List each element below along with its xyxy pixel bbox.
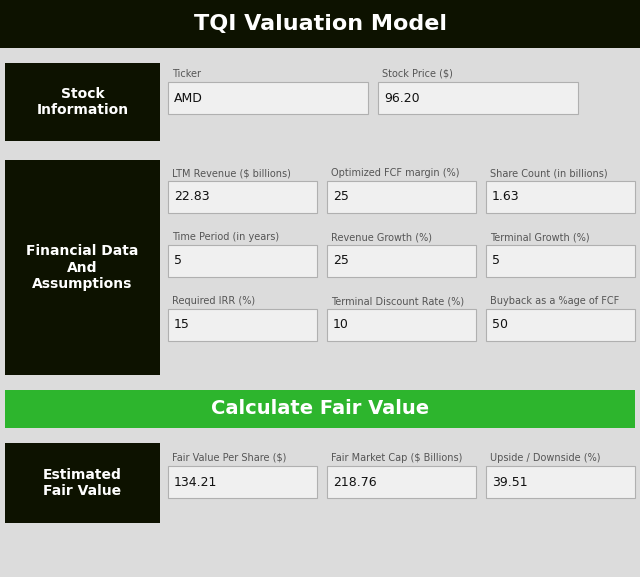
Text: 134.21: 134.21 [174, 475, 218, 489]
Text: 25: 25 [333, 254, 349, 268]
Text: Upside / Downside (%): Upside / Downside (%) [490, 453, 600, 463]
FancyBboxPatch shape [168, 466, 317, 498]
Text: Revenue Growth (%): Revenue Growth (%) [331, 232, 432, 242]
FancyBboxPatch shape [327, 181, 476, 213]
FancyBboxPatch shape [486, 181, 635, 213]
FancyBboxPatch shape [486, 466, 635, 498]
Text: 15: 15 [174, 319, 190, 332]
FancyBboxPatch shape [168, 309, 317, 341]
Text: Optimized FCF margin (%): Optimized FCF margin (%) [331, 168, 460, 178]
FancyBboxPatch shape [486, 245, 635, 277]
Text: 10: 10 [333, 319, 349, 332]
Text: Buyback as a %age of FCF: Buyback as a %age of FCF [490, 296, 620, 306]
Text: Financial Data
And
Assumptions: Financial Data And Assumptions [26, 244, 139, 291]
Text: Calculate Fair Value: Calculate Fair Value [211, 399, 429, 418]
FancyBboxPatch shape [327, 466, 476, 498]
Text: 22.83: 22.83 [174, 190, 210, 204]
FancyBboxPatch shape [378, 82, 578, 114]
FancyBboxPatch shape [168, 82, 368, 114]
Text: Required IRR (%): Required IRR (%) [172, 296, 255, 306]
Text: Share Count (in billions): Share Count (in billions) [490, 168, 607, 178]
Text: Fair Market Cap ($ Billions): Fair Market Cap ($ Billions) [331, 453, 462, 463]
Text: Terminal Discount Rate (%): Terminal Discount Rate (%) [331, 296, 464, 306]
Text: 50: 50 [492, 319, 508, 332]
Text: 25: 25 [333, 190, 349, 204]
Text: 96.20: 96.20 [384, 92, 420, 104]
FancyBboxPatch shape [486, 309, 635, 341]
Text: 5: 5 [492, 254, 500, 268]
Text: Time Period (in years): Time Period (in years) [172, 232, 279, 242]
Text: Stock
Information: Stock Information [36, 87, 129, 117]
Text: Stock Price ($): Stock Price ($) [382, 69, 453, 79]
FancyBboxPatch shape [5, 63, 160, 141]
FancyBboxPatch shape [5, 443, 160, 523]
FancyBboxPatch shape [168, 181, 317, 213]
Text: AMD: AMD [174, 92, 203, 104]
Text: TQI Valuation Model: TQI Valuation Model [193, 14, 447, 34]
Text: 218.76: 218.76 [333, 475, 376, 489]
Text: 5: 5 [174, 254, 182, 268]
FancyBboxPatch shape [5, 390, 635, 428]
Text: 1.63: 1.63 [492, 190, 520, 204]
Text: 39.51: 39.51 [492, 475, 527, 489]
FancyBboxPatch shape [168, 245, 317, 277]
FancyBboxPatch shape [327, 309, 476, 341]
FancyBboxPatch shape [5, 160, 160, 375]
Text: Estimated
Fair Value: Estimated Fair Value [43, 468, 122, 498]
FancyBboxPatch shape [327, 245, 476, 277]
Text: Fair Value Per Share ($): Fair Value Per Share ($) [172, 453, 286, 463]
Text: Terminal Growth (%): Terminal Growth (%) [490, 232, 589, 242]
FancyBboxPatch shape [0, 0, 640, 48]
Text: Ticker: Ticker [172, 69, 201, 79]
Text: LTM Revenue ($ billions): LTM Revenue ($ billions) [172, 168, 291, 178]
